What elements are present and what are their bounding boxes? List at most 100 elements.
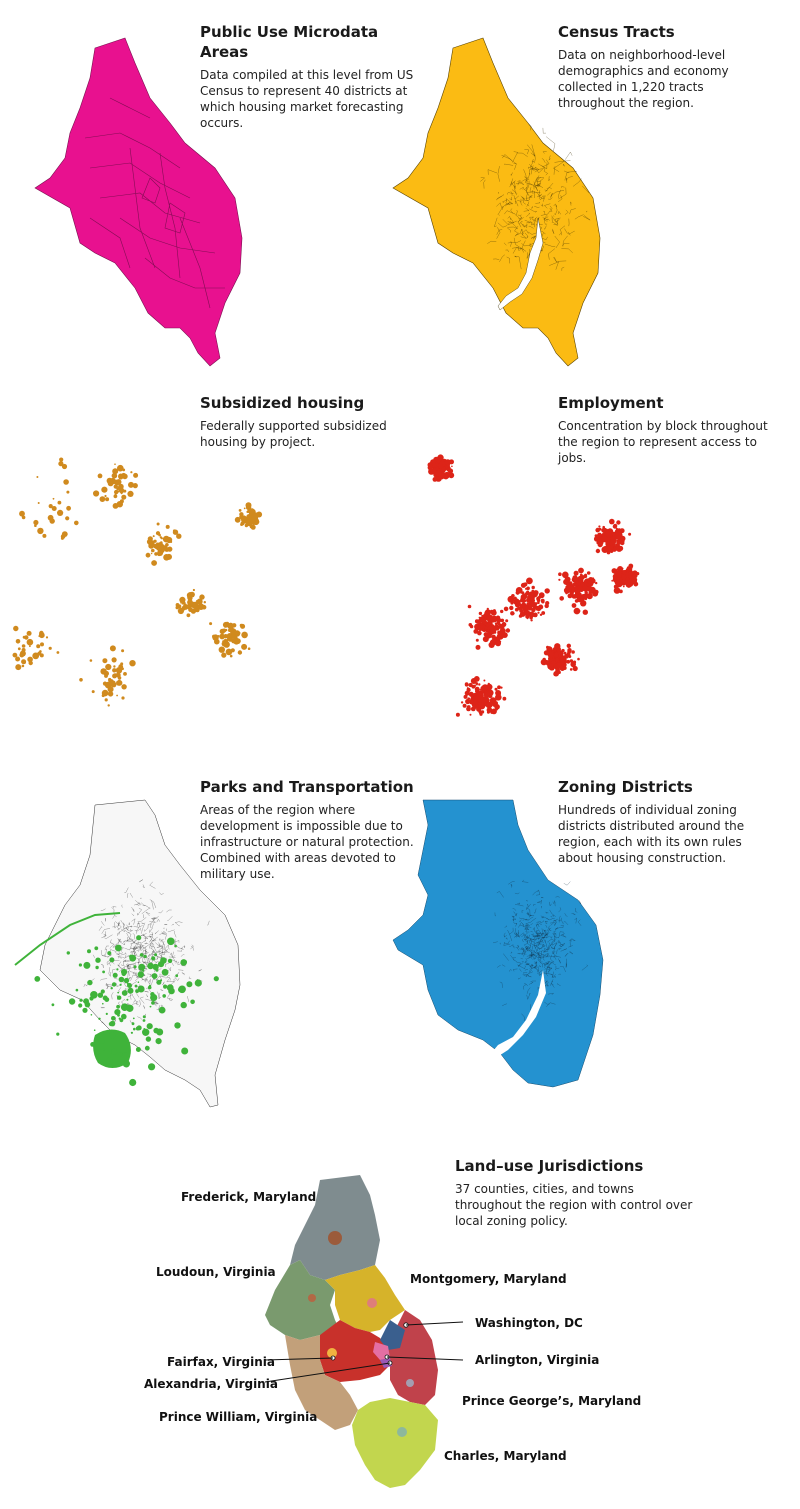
park-patch (167, 958, 173, 964)
employment-block-dot (607, 536, 611, 541)
puma-map (34, 37, 243, 367)
subsidized-project-dot (159, 536, 163, 539)
subsidized-project-dot (242, 515, 246, 519)
employment-block-dot (601, 535, 608, 543)
park-patch (138, 963, 146, 971)
employment-block-dot (507, 595, 515, 603)
employment-block-dot (435, 470, 442, 477)
employment-block-dot (613, 523, 618, 528)
employment-block-dot (534, 602, 538, 606)
employment-block-dot (598, 525, 601, 528)
subsidized-project-dot (113, 484, 119, 489)
tract-mesh (480, 123, 591, 271)
employment-block-dot (500, 686, 503, 689)
subsidized-project-dot (102, 658, 108, 664)
employment-block-dot (485, 633, 491, 639)
park-patch (161, 968, 169, 976)
fairfax-city-patch (327, 1348, 337, 1358)
park-patch (111, 1048, 118, 1055)
employment-block-dot (547, 663, 554, 670)
parks-title: Parks and Transportation (200, 778, 414, 796)
employment-block-dot (483, 693, 487, 696)
employment-block-dot (519, 609, 524, 613)
park-patch (118, 1052, 123, 1057)
park-patch (127, 983, 132, 988)
subsidized-project-dot (59, 457, 64, 462)
subsidized-project-dot (48, 504, 53, 509)
park-patch (151, 956, 156, 961)
park-patch (186, 981, 193, 988)
subsidized-project-dot (113, 665, 116, 668)
employment-block-dot (580, 600, 587, 607)
label-fairfax: Fairfax, Virginia (167, 1355, 275, 1369)
label-alexandria: Alexandria, Virginia (144, 1377, 278, 1391)
label-arlington: Arlington, Virginia (475, 1353, 600, 1367)
subsidized-project-dot (239, 512, 244, 517)
employment-block-dot (613, 587, 621, 594)
loudoun-city-patch (308, 1294, 316, 1302)
employment-block-dot (622, 585, 625, 588)
subsidized-project-dot (106, 477, 113, 484)
label-prince-georges: Prince George’s, Maryland (462, 1394, 642, 1408)
employment-block-dot (500, 609, 504, 614)
employment-block-dot (598, 540, 604, 545)
subsidized-project-dot (121, 649, 125, 653)
employment-block-dot (494, 701, 498, 706)
subsidized-project-dot (121, 494, 127, 500)
park-patch (136, 935, 142, 941)
subsidized-project-dot (36, 644, 41, 649)
park-patch (135, 1026, 140, 1031)
parks-text: Parks and Transportation Areas of the re… (200, 777, 415, 882)
zoning-description: Hundreds of individual zoning districts … (558, 803, 745, 865)
employment-block-dot (571, 650, 575, 654)
park-patch (97, 992, 104, 998)
employment-block-dot (609, 528, 612, 532)
subsidized-project-dot (29, 645, 31, 648)
park-patch (90, 991, 98, 999)
park-patch (34, 976, 41, 982)
employment-block-dot (462, 703, 467, 708)
park-patch (127, 987, 134, 994)
employment-block-dot (525, 587, 528, 590)
employment-block-dot (595, 581, 598, 585)
employment-block-dot (475, 638, 479, 642)
subsidized-project-dot (51, 506, 57, 511)
employment-block-dot (569, 668, 573, 671)
employment-block-dot (567, 648, 572, 653)
employment-block-dot (486, 683, 493, 691)
park-patch (112, 972, 118, 978)
employment-block-dot (427, 465, 433, 471)
subsidized-project-dot (22, 635, 26, 639)
subsidized-project-dot (250, 524, 256, 530)
frederick-region (290, 1175, 380, 1280)
charles-city-patch (397, 1427, 407, 1437)
park-patch (90, 1014, 93, 1016)
subsidized-project-dot (221, 652, 227, 658)
employment-block-dot (566, 652, 571, 657)
prince-georges-city-patch (406, 1379, 414, 1387)
subsidized-project-dot (23, 661, 26, 664)
employment-block-dot (486, 707, 493, 713)
park-patch (194, 979, 202, 987)
park-patch (137, 985, 145, 993)
employment-block-dot (578, 577, 583, 582)
employment-block-dot (566, 659, 571, 664)
park-patch (79, 998, 83, 1002)
subsidized-project-dot (192, 588, 195, 592)
park-patch (68, 998, 76, 1005)
subsidized-description: Federally supported subsidized housing b… (200, 419, 387, 449)
subsidized-project-dot (37, 651, 42, 656)
subsidized-project-dot (246, 519, 253, 527)
employment-block-dot (476, 619, 482, 624)
subsidized-project-dot (112, 668, 117, 673)
puma-description: Data compiled at this level from US Cens… (200, 68, 414, 130)
subsidized-project-dot (19, 510, 25, 517)
subsidized-project-dot (17, 647, 21, 651)
park-patch (116, 968, 119, 971)
subsidized-project-dot (63, 479, 69, 485)
park-patch (94, 946, 99, 951)
subsidized-project-dot (120, 662, 124, 666)
park-patch (175, 974, 179, 978)
employment-block-dot (444, 475, 448, 479)
employment-block-dot (573, 596, 577, 599)
